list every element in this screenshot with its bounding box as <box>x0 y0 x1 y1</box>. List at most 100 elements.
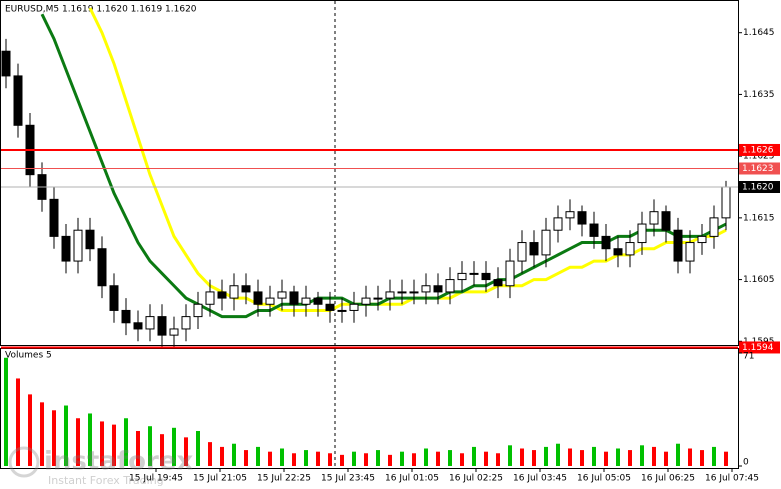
volume-bar <box>592 446 596 466</box>
volume-bar <box>172 427 176 466</box>
moving-average <box>40 13 727 319</box>
volume-bar <box>328 453 332 466</box>
candle-body <box>625 242 635 256</box>
volume-bar <box>496 453 500 466</box>
candle-body <box>685 242 695 262</box>
volume-bar <box>712 446 716 466</box>
candle-body <box>301 297 311 305</box>
volume-bar <box>400 451 404 466</box>
volume-bar <box>448 450 452 466</box>
volume-bar <box>568 448 572 466</box>
candle-body <box>289 291 299 305</box>
volume-bar <box>376 450 380 466</box>
volume-bar <box>352 451 356 466</box>
candle-body <box>397 291 407 294</box>
volume-bar <box>316 451 320 466</box>
candle-body <box>385 291 395 299</box>
y-tick-label: 1.1605 <box>743 275 775 285</box>
level-label-bg <box>739 143 780 156</box>
volume-bar <box>628 450 632 466</box>
y-tick-label: 1.1635 <box>743 90 775 100</box>
candle-body <box>577 211 587 225</box>
volume-bar <box>280 448 284 466</box>
candle-body <box>673 229 683 262</box>
volume-bar <box>220 446 224 466</box>
x-tick-label: 15 Jul 23:45 <box>321 474 375 484</box>
volume-bar <box>208 442 212 466</box>
candle-body <box>169 328 179 336</box>
volume-bar <box>244 450 248 466</box>
candle-body <box>265 297 275 305</box>
candle-body <box>205 291 215 305</box>
candle-body <box>217 291 227 299</box>
candle-body <box>613 248 623 256</box>
volume-bar <box>580 450 584 466</box>
volume-bar <box>652 446 656 466</box>
candle-body <box>361 297 371 305</box>
volume-bar <box>76 418 80 466</box>
volume-bar <box>124 418 128 466</box>
level-label: 1.1626 <box>742 145 774 155</box>
volume-bar <box>520 448 524 466</box>
candle-body <box>529 242 539 256</box>
volume-bar <box>724 451 728 466</box>
candle-body <box>157 316 167 336</box>
volume-bar <box>28 394 32 466</box>
volume-bar <box>364 453 368 466</box>
x-tick-label: 16 Jul 05:05 <box>577 474 631 484</box>
volume-bar <box>160 434 164 466</box>
candle-body <box>277 291 287 299</box>
candle-body <box>493 279 503 287</box>
volume-bar <box>700 450 704 466</box>
x-tick-label: 15 Jul 19:45 <box>129 474 183 484</box>
volume-bar <box>16 378 20 466</box>
y-tick-label: 1.1615 <box>743 213 775 223</box>
volume-bar <box>640 445 644 466</box>
y-tick-label: 1.1645 <box>743 28 775 38</box>
volume-bar <box>412 453 416 466</box>
candle-body <box>601 235 611 250</box>
candle-body <box>589 223 599 237</box>
volume-bar <box>112 424 116 466</box>
candle-body <box>565 211 575 219</box>
candle-body <box>109 285 119 311</box>
candle-body <box>709 217 719 237</box>
candle-body <box>553 217 563 231</box>
volume-bar <box>4 357 8 466</box>
volume-bar <box>40 402 44 466</box>
candle-body <box>517 242 527 262</box>
volume-bar <box>676 443 680 466</box>
watermark-tagline: Instant Forex Trading <box>48 474 164 487</box>
candle-body <box>49 198 59 237</box>
candle-body <box>649 211 659 225</box>
level-label-bg <box>739 181 780 194</box>
candle-body <box>97 248 107 287</box>
volume-bar <box>544 446 548 466</box>
volume-title: Volumes 5 <box>5 351 52 361</box>
volume-bar <box>424 448 428 466</box>
candle-body <box>721 186 731 219</box>
volume-tick-label: 0 <box>743 458 749 468</box>
candle-body <box>121 309 131 324</box>
volume-bar <box>256 446 260 466</box>
volume-bar <box>304 450 308 466</box>
level-label: 1.1620 <box>742 183 774 193</box>
volume-bar <box>556 443 560 466</box>
volume-bar <box>232 443 236 466</box>
volume-bar <box>508 445 512 466</box>
volume-bar <box>616 448 620 466</box>
candle-body <box>409 291 419 294</box>
y-tick-label: 1.1625 <box>743 152 775 162</box>
volume-bar <box>268 451 272 466</box>
candle-body <box>481 272 491 281</box>
volume-bar <box>148 426 152 466</box>
candle-body <box>193 303 203 318</box>
watermark-brand: instaforex <box>44 447 194 477</box>
candle-body <box>697 235 707 244</box>
volume-bar <box>532 450 536 466</box>
candle-body <box>325 303 335 311</box>
candle-body <box>133 322 143 330</box>
volume-bar <box>184 437 188 466</box>
level-label: 1.1623 <box>742 164 774 174</box>
